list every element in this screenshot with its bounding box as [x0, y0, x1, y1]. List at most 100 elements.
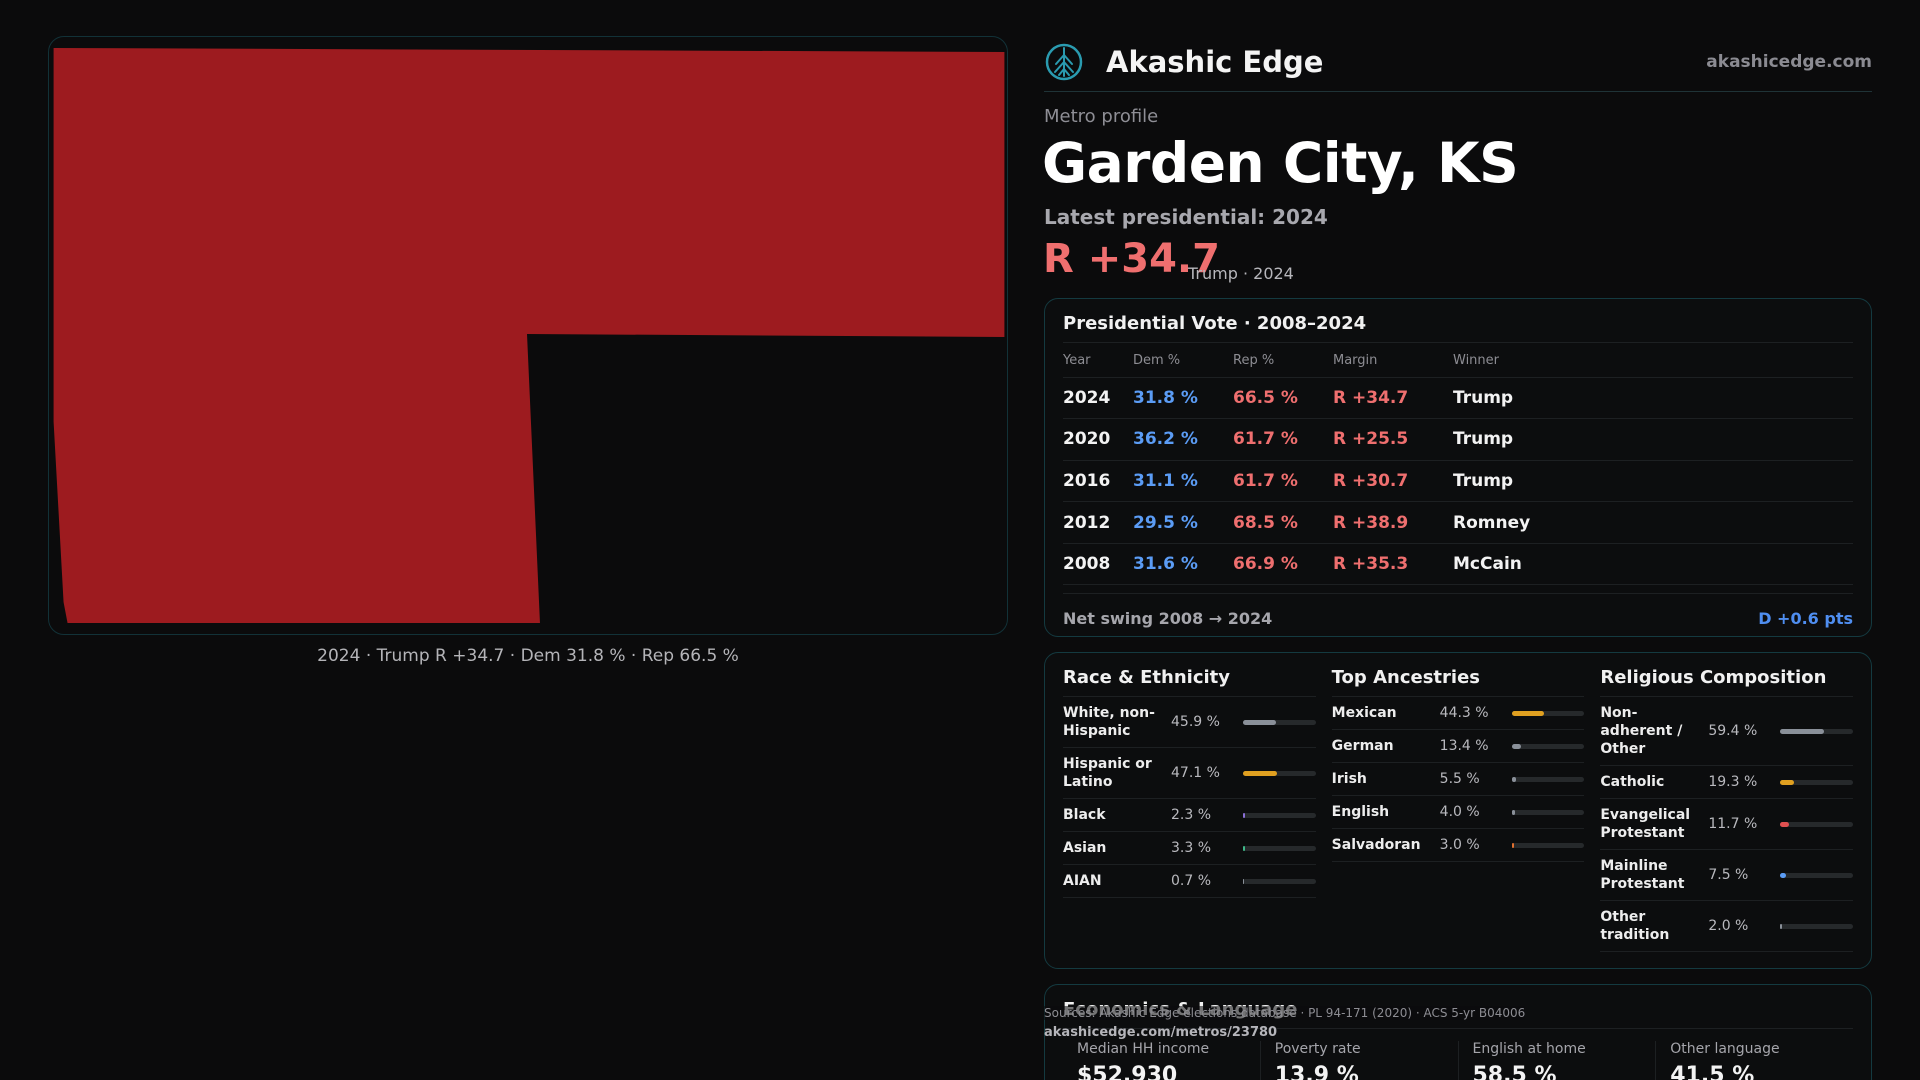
vote-cell-year: 2020	[1063, 418, 1133, 461]
religion-item-label: Non-adherent / Other	[1600, 705, 1683, 757]
religion-item-value: 11.7 %	[1708, 816, 1758, 832]
metro-url-link[interactable]: akashicedge.com/metros/23780	[1044, 1025, 1278, 1040]
religion-item-label: Catholic	[1600, 774, 1665, 790]
religion-item-bar-fill	[1780, 728, 1824, 734]
vote-table-header: Year Dem % Rep % Margin Winner	[1063, 345, 1853, 378]
ancestry-item-value: 4.0 %	[1439, 804, 1480, 820]
map-caption: 2024 · Trump R +34.7 · Dem 31.8 % · Rep …	[317, 646, 739, 666]
demographics-card: Race & Ethnicity White, non-Hispanic 45.9…	[1044, 652, 1872, 969]
table-row: 2008 31.6 % 66.9 % R +35.3 McCain	[1063, 543, 1853, 586]
list-item: German 13.4 %	[1331, 730, 1585, 763]
race-title: Race & Ethnicity	[1063, 667, 1316, 697]
ancestry-item-label: Irish	[1331, 771, 1367, 787]
religion-item-value: 59.4 %	[1708, 723, 1758, 739]
ancestry-item-bar-fill	[1511, 842, 1514, 848]
ancestry-item-value: 3.0 %	[1439, 837, 1480, 853]
brand-header: Akashic Edge akashicedge.com	[1044, 32, 1872, 92]
economics-stat-value: 58.5 %	[1472, 1063, 1557, 1080]
religion-item-value: 2.0 %	[1708, 918, 1749, 934]
religion-item-label: Mainline Protestant	[1600, 858, 1685, 892]
vote-cell-rep: 61.7 %	[1233, 418, 1333, 461]
net-swing-row: Net swing 2008 → 2024 D +0.6 pts	[1063, 593, 1853, 643]
ancestry-item-label: Mexican	[1331, 705, 1397, 721]
vote-cell-rep: 66.9 %	[1233, 543, 1333, 586]
ancestry-item-bar	[1511, 809, 1585, 815]
religion-item-bar-fill	[1780, 872, 1786, 878]
list-item: Salvadoran 3.0 %	[1331, 829, 1585, 862]
religion-item-bar-fill	[1780, 923, 1782, 929]
vote-cell-dem: 31.1 %	[1133, 460, 1233, 503]
table-row: 2016 31.1 % 61.7 % R +30.7 Trump	[1063, 460, 1853, 503]
economics-stat-value: 41.5 %	[1670, 1063, 1755, 1080]
brand-url-link[interactable]: akashicedge.com	[1706, 51, 1872, 72]
presidential-vote-card: Presidential Vote · 2008–2024 Year Dem %…	[1044, 298, 1872, 637]
list-item: Non-adherent / Other 59.4 %	[1600, 697, 1854, 766]
economics-stat: English at home 58.5 %	[1459, 1041, 1657, 1080]
header-rep: Rep %	[1233, 345, 1333, 378]
race-item-value: 45.9 %	[1171, 714, 1220, 730]
race-item-value: 0.7 %	[1171, 873, 1212, 889]
vote-cell-winner: McCain	[1453, 543, 1853, 586]
religion-column: Religious Composition Non-adherent / Oth…	[1600, 667, 1854, 954]
race-item-label: Black	[1063, 807, 1106, 823]
header-year: Year	[1063, 345, 1133, 378]
economics-grid: Median HH income $52,930 Poverty rate 13.9 …	[1063, 1041, 1853, 1080]
vote-cell-dem: 31.8 %	[1133, 377, 1233, 420]
race-item-value: 2.3 %	[1171, 807, 1212, 823]
list-item: White, non-Hispanic 45.9 %	[1063, 697, 1316, 748]
economics-stat-value: 13.9 %	[1274, 1063, 1359, 1080]
vote-cell-dem: 29.5 %	[1133, 501, 1233, 544]
list-item: Other tradition 2.0 %	[1600, 901, 1854, 952]
ancestry-item-bar-fill	[1511, 710, 1544, 716]
ancestry-item-label: Salvadoran	[1331, 837, 1421, 853]
ancestry-item-label: English	[1331, 804, 1390, 820]
table-row: 2012 29.5 % 68.5 % R +38.9 Romney	[1063, 501, 1853, 544]
race-column: Race & Ethnicity White, non-Hispanic 45.9…	[1063, 667, 1316, 954]
list-item: English 4.0 %	[1331, 796, 1585, 829]
race-item-value: 47.1 %	[1171, 765, 1220, 781]
religion-item-bar-fill	[1780, 821, 1789, 827]
vote-cell-margin: R +25.5	[1333, 418, 1453, 461]
list-item: Hispanic or Latino 47.1 %	[1063, 748, 1316, 799]
religion-item-bar	[1780, 728, 1854, 734]
ancestry-item-bar	[1511, 710, 1585, 716]
vote-cell-margin: R +34.7	[1333, 377, 1453, 420]
county-map[interactable]	[48, 36, 1008, 635]
brand-name: Akashic Edge	[1106, 44, 1324, 79]
vote-cell-year: 2012	[1063, 501, 1133, 544]
ancestry-item-bar	[1511, 776, 1585, 782]
race-item-label: White, non-Hispanic	[1063, 705, 1155, 739]
religion-item-bar	[1780, 779, 1854, 785]
race-item-bar-fill	[1243, 770, 1278, 776]
ancestry-column: Top Ancestries Mexican 44.3 % German 13.4 %…	[1331, 667, 1585, 954]
header-winner: Winner	[1453, 345, 1853, 378]
county-shape[interactable]	[53, 47, 1005, 624]
economics-stat-label: Poverty rate	[1274, 1041, 1361, 1057]
religion-item-bar	[1780, 821, 1854, 827]
ancestry-item-bar-fill	[1511, 743, 1522, 749]
economics-stat-value: $52,930	[1077, 1063, 1178, 1080]
list-item: Irish 5.5 %	[1331, 763, 1585, 796]
ancestry-item-bar-fill	[1511, 809, 1515, 815]
vote-cell-winner: Trump	[1453, 460, 1853, 503]
vote-cell-rep: 66.5 %	[1233, 377, 1333, 420]
latest-winner-year: Trump · 2024	[1188, 264, 1294, 283]
latest-margin: R +34.7	[1043, 236, 1220, 282]
religion-item-value: 19.3 %	[1708, 774, 1758, 790]
race-item-bar	[1243, 845, 1316, 851]
list-item: Asian 3.3 %	[1063, 832, 1316, 865]
vote-card-title: Presidential Vote · 2008–2024	[1063, 313, 1853, 343]
race-item-bar-fill	[1243, 845, 1246, 851]
race-item-label: AIAN	[1063, 873, 1102, 889]
religion-item-bar	[1780, 872, 1854, 878]
header-dem: Dem %	[1133, 345, 1233, 378]
vote-cell-winner: Trump	[1453, 418, 1853, 461]
list-item: Evangelical Protestant 11.7 %	[1600, 799, 1854, 850]
profile-eyebrow: Metro profile	[1044, 106, 1159, 127]
race-item-label: Asian	[1063, 840, 1107, 856]
race-item-bar-fill	[1243, 719, 1277, 725]
list-item: Mexican 44.3 %	[1331, 697, 1585, 730]
net-swing-label: Net swing 2008 → 2024	[1063, 609, 1273, 629]
race-item-bar	[1243, 878, 1316, 884]
vote-cell-winner: Romney	[1453, 501, 1853, 544]
